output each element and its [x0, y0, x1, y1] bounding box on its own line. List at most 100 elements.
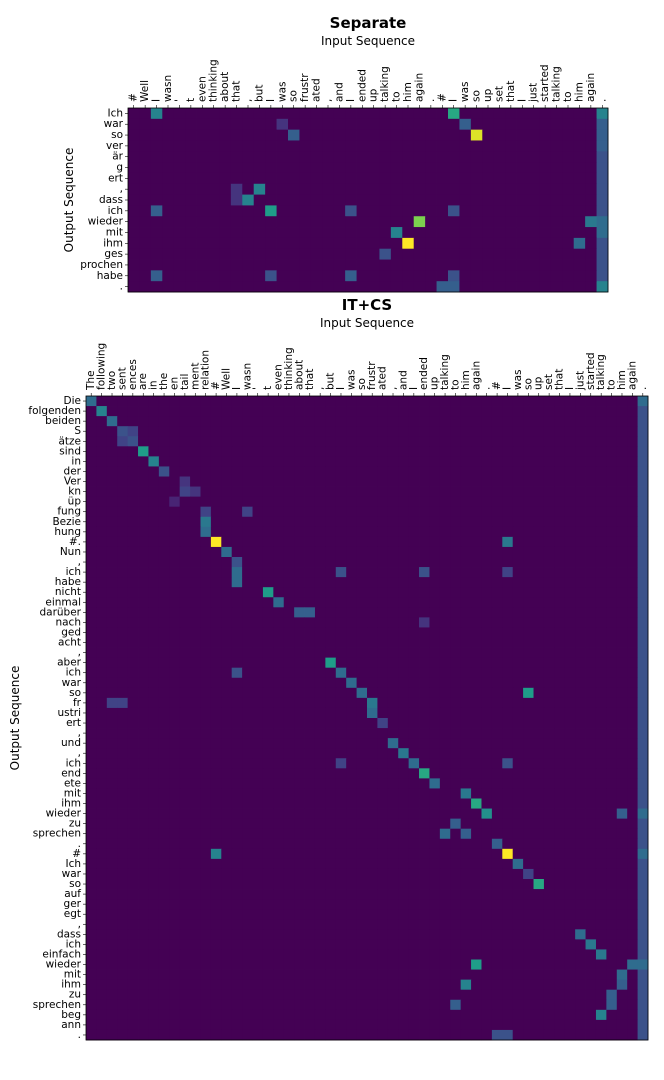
heatmap-cell: [398, 879, 410, 890]
heatmap-cell: [439, 868, 451, 880]
heatmap-cell: [637, 657, 649, 669]
heatmap-cell: [459, 281, 472, 293]
heatmap-cell: [429, 1009, 441, 1021]
heatmap-cell: [127, 919, 139, 930]
heatmap-cell: [398, 647, 410, 659]
heatmap-cell: [368, 205, 380, 217]
heatmap-cell: [564, 416, 576, 427]
heatmap-cell: [106, 546, 118, 558]
heatmap-cell: [138, 919, 149, 930]
heatmap-cell: [637, 868, 649, 880]
heatmap-cell: [564, 969, 576, 981]
heatmap-cell: [439, 396, 451, 407]
heatmap-cell: [377, 426, 389, 437]
heatmap-cell: [387, 848, 399, 860]
heatmap-cell: [96, 416, 108, 427]
heatmap-cell: [470, 140, 483, 152]
heatmap-cell: [436, 227, 449, 239]
heatmap-cell: [439, 456, 451, 467]
heatmap-cell: [448, 140, 460, 152]
heatmap-cell: [294, 396, 305, 407]
heatmap-cell: [262, 657, 274, 669]
heatmap-cell: [481, 899, 493, 910]
heatmap-cell: [491, 466, 503, 477]
heatmap-cell: [333, 270, 346, 282]
heatmap-cell: [491, 788, 503, 799]
heatmap-cell: [314, 677, 326, 689]
heatmap-cell: [304, 697, 316, 709]
heatmap-cell: [190, 587, 201, 598]
heatmap-cell: [429, 607, 441, 618]
heatmap-cell: [637, 858, 649, 870]
heatmap-cell: [117, 456, 129, 467]
heatmap-cell: [325, 506, 337, 518]
heatmap-cell: [523, 838, 534, 850]
heatmap-cell: [575, 406, 586, 417]
heatmap-cell: [606, 647, 618, 659]
heatmap-cell: [512, 828, 524, 840]
heatmap-cell: [429, 899, 441, 910]
heatmap-cell: [345, 183, 357, 195]
heatmap-cell: [533, 536, 545, 548]
heatmap-cell: [419, 718, 430, 729]
heatmap-cell: [398, 848, 410, 860]
heatmap-cell: [158, 476, 170, 487]
heatmap-cell: [377, 637, 389, 648]
heatmap-cell: [398, 758, 410, 769]
heatmap-cell: [345, 237, 357, 250]
heatmap-cell: [367, 406, 378, 417]
heatmap-cell: [575, 546, 586, 558]
heatmap-cell: [325, 798, 337, 809]
heatmap-cell: [481, 577, 493, 588]
x-tick-label: started: [539, 64, 551, 102]
heatmap-cell: [346, 889, 357, 900]
heatmap-cell: [158, 929, 170, 940]
heatmap-cell: [190, 456, 201, 467]
heatmap-cell: [595, 597, 607, 608]
heatmap-cell: [595, 768, 607, 779]
heatmap-cell: [512, 858, 524, 870]
heatmap-cell: [138, 778, 149, 789]
heatmap-cell: [398, 979, 410, 991]
heatmap-cell: [554, 667, 566, 679]
y-tick-label: wieder: [88, 216, 124, 228]
heatmap-cell: [325, 557, 337, 568]
heatmap-cell: [387, 828, 399, 840]
heatmap-cell: [573, 129, 586, 141]
heatmap-cell: [491, 677, 503, 689]
heatmap-cell: [252, 899, 264, 910]
heatmap-cell: [367, 587, 378, 598]
heatmap-cell: [221, 426, 233, 437]
heatmap-cell: [262, 406, 274, 417]
heatmap-cell: [335, 617, 347, 628]
heatmap-cell: [356, 687, 368, 699]
heatmap-cell: [294, 617, 305, 628]
heatmap-cell: [265, 216, 277, 228]
heatmap-cell: [460, 577, 472, 588]
heatmap-cell: [377, 919, 389, 930]
heatmap-cell: [408, 627, 420, 638]
heatmap-cell: [127, 798, 139, 809]
heatmap-cell: [408, 637, 420, 648]
heatmap-cell: [516, 118, 529, 131]
heatmap-cell: [595, 526, 607, 538]
heatmap-cell: [200, 506, 212, 518]
heatmap-cell: [595, 396, 607, 407]
heatmap-cell: [387, 707, 399, 719]
heatmap-cell: [335, 697, 347, 709]
heatmap-cell: [512, 949, 524, 960]
heatmap-cell: [169, 828, 181, 840]
heatmap-cell: [550, 151, 563, 163]
heatmap-cell: [575, 959, 586, 970]
heatmap-cell: [390, 248, 403, 260]
heatmap-cell: [190, 969, 201, 981]
heatmap-cell: [460, 748, 472, 759]
y-tick-label: ,: [78, 647, 81, 659]
heatmap-cell: [356, 627, 368, 638]
heatmap-cell: [470, 216, 483, 228]
heatmap-cell: [304, 909, 316, 920]
heatmap-cell: [299, 108, 312, 120]
heatmap-cell: [585, 778, 597, 789]
heatmap-cell: [138, 798, 149, 809]
heatmap-cell: [106, 567, 118, 578]
